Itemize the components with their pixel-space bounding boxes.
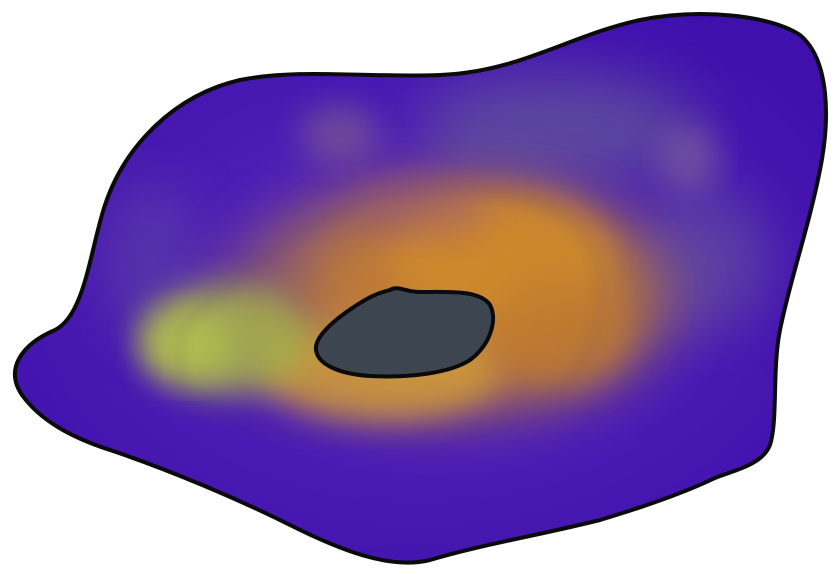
nucleus bbox=[313, 286, 496, 379]
cell-outline bbox=[13, 12, 828, 565]
